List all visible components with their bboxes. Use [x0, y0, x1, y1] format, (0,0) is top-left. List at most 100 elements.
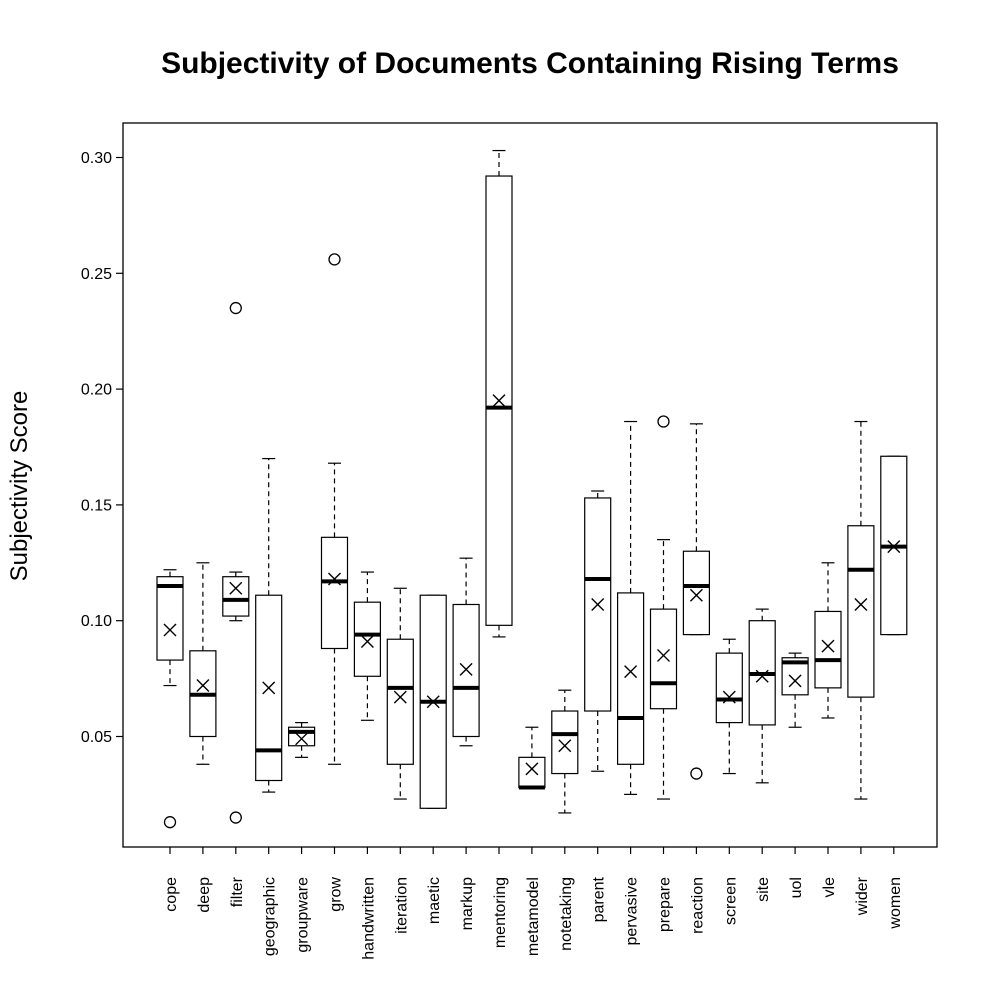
- x-tick-label: site: [755, 877, 772, 902]
- y-axis-label: Subjectivity Score: [6, 391, 33, 582]
- mean-marker: [229, 581, 243, 595]
- x-tick-label: cope: [163, 877, 180, 912]
- box-rect: [551, 710, 579, 775]
- mean-marker: [722, 690, 736, 704]
- box-rect: [156, 576, 184, 661]
- mean-marker: [788, 674, 802, 688]
- outlier-point: [657, 415, 670, 428]
- box-wider: [847, 420, 875, 800]
- mean-marker: [657, 648, 670, 662]
- y-tick-label: 0.15: [81, 497, 112, 514]
- mean-marker: [328, 572, 341, 586]
- mean-marker: [393, 690, 407, 704]
- plot-frame: [122, 122, 938, 848]
- box-geographic: [255, 457, 283, 793]
- y-tick-label: 0.20: [81, 382, 112, 399]
- box-groupware: [288, 722, 316, 758]
- box-maetic: [419, 594, 447, 809]
- x-tick-label: groupware: [295, 877, 312, 953]
- box-grow: [320, 253, 349, 765]
- mean-marker: [426, 695, 440, 709]
- box-pervasive: [616, 420, 645, 796]
- x-tick-label: mentoring: [492, 877, 509, 948]
- box-mentoring: [485, 149, 513, 638]
- x-axis: cope deep filter geographic groupware grow han…: [163, 847, 904, 960]
- outlier-point: [328, 253, 341, 266]
- mean-marker: [525, 762, 539, 776]
- x-tick-label: deep: [196, 877, 213, 913]
- box-notetaking: [551, 689, 579, 814]
- box-handwritten: [353, 571, 381, 721]
- x-tick-label: notetaking: [558, 877, 575, 951]
- box-reaction: [682, 423, 711, 780]
- x-tick-label: parent: [591, 876, 608, 922]
- box-markup: [452, 557, 480, 747]
- mean-marker: [887, 540, 901, 554]
- x-tick-label: pervasive: [624, 877, 641, 946]
- x-tick-label: screen: [722, 877, 739, 925]
- outlier-point: [690, 767, 703, 780]
- y-tick-label: 0.05: [81, 729, 112, 746]
- box-cope: [156, 569, 184, 829]
- x-tick-label: geographic: [262, 877, 279, 956]
- box-rect: [320, 536, 349, 650]
- box-rect: [847, 525, 875, 698]
- mean-marker: [558, 739, 572, 753]
- box-rect: [353, 601, 381, 677]
- mean-marker: [624, 665, 638, 679]
- x-tick-label: women: [887, 877, 904, 930]
- box-rect: [222, 576, 250, 617]
- x-tick-label: reaction: [689, 877, 706, 934]
- box-rect: [814, 610, 842, 689]
- box-rect: [518, 756, 546, 789]
- box-prepare: [649, 415, 678, 800]
- x-tick-label: uol: [788, 877, 805, 898]
- box-uol: [781, 652, 809, 728]
- x-tick-label: wider: [854, 876, 871, 916]
- mean-marker: [689, 588, 703, 602]
- box-filter: [222, 301, 250, 824]
- x-tick-label: vle: [821, 877, 838, 898]
- mean-marker: [459, 662, 473, 676]
- x-tick-label: markup: [459, 877, 476, 930]
- boxes-layer: [156, 149, 908, 829]
- box-rect: [386, 638, 414, 765]
- mean-marker: [591, 597, 605, 611]
- box-site: [748, 608, 776, 784]
- x-tick-label: iteration: [393, 877, 410, 934]
- mean-marker: [196, 679, 210, 693]
- x-tick-label: grow: [328, 877, 345, 912]
- mean-marker: [854, 597, 868, 611]
- chart-title: Subjectivity of Documents Containing Ris…: [161, 47, 899, 80]
- mean-marker: [821, 639, 835, 653]
- outlier-point: [229, 811, 242, 824]
- mean-marker: [755, 669, 769, 683]
- y-axis: 0.05 0.10 0.15 0.20 0.25 0.30: [81, 150, 123, 746]
- x-tick-label: filter: [229, 876, 246, 907]
- box-rect: [452, 603, 480, 738]
- box-metamodel: [518, 726, 546, 790]
- mean-marker: [360, 635, 374, 649]
- mean-marker: [295, 732, 309, 746]
- y-tick-label: 0.30: [81, 150, 112, 167]
- box-iteration: [386, 587, 414, 800]
- mean-marker: [262, 681, 276, 695]
- x-tick-label: prepare: [657, 877, 674, 932]
- box-rect: [616, 592, 645, 765]
- x-tick-label: maetic: [426, 877, 443, 924]
- outlier-point: [163, 816, 177, 829]
- box-screen: [715, 638, 743, 775]
- box-rect: [682, 550, 711, 636]
- x-tick-label: metamodel: [525, 877, 542, 956]
- box-women: [880, 455, 908, 636]
- outlier-point: [229, 301, 242, 315]
- box-vle: [814, 562, 842, 719]
- box-rect: [649, 608, 678, 710]
- y-tick-label: 0.25: [81, 266, 112, 283]
- y-tick-label: 0.10: [81, 613, 112, 630]
- box-parent: [584, 490, 612, 772]
- mean-marker: [163, 623, 177, 637]
- x-tick-label: handwritten: [360, 877, 377, 960]
- mean-marker: [492, 394, 506, 408]
